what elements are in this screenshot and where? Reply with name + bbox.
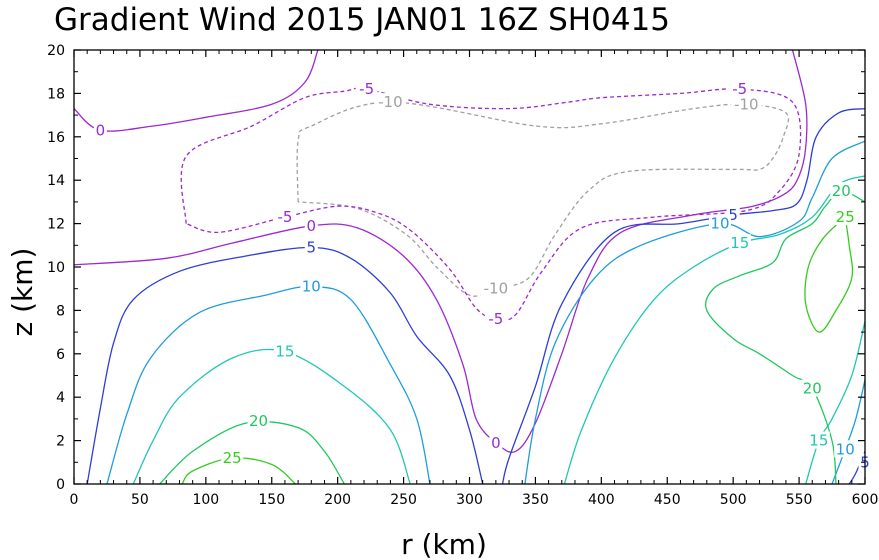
contour-label-bg [708, 214, 731, 232]
contour-label-5-1: 5 [728, 206, 738, 224]
y-tick-label: 16 [47, 130, 65, 146]
contour-line-15-0 [132, 348, 411, 485]
contour-label-15-0: 15 [275, 343, 294, 361]
y-tick-label: 14 [47, 173, 65, 189]
contour-label-neg5-0: -5 [359, 80, 374, 98]
contour-label-bg [355, 80, 378, 98]
contour-label-bg [304, 238, 318, 256]
contour-label-10-0: 10 [302, 278, 321, 296]
contour-label-neg10-1: -10 [734, 95, 759, 113]
contour-line-25-1 [804, 216, 854, 333]
contour-label-bg [480, 279, 512, 297]
contour-label-5-0: 5 [307, 238, 317, 256]
y-axis-title: z (km) [6, 248, 39, 337]
contour-line-15-1 [563, 175, 866, 485]
x-tick-label: 600 [852, 492, 879, 508]
contour-label-bg [300, 277, 323, 295]
contour-label-bg [273, 342, 296, 360]
y-tick-label: 6 [56, 347, 65, 363]
contour-label-neg5-2: -5 [277, 208, 292, 226]
x-tick-label: 400 [588, 492, 615, 508]
contour-label-neg10-0: -10 [378, 93, 403, 111]
contour-label-0-0: 0 [96, 121, 106, 139]
y-tick-label: 20 [47, 43, 65, 59]
y-tick-label: 18 [47, 86, 65, 102]
contour-label-neg5-3: -5 [488, 310, 503, 328]
contour-line-neg10-0 [296, 101, 790, 297]
contour-label-neg10-2: -10 [484, 280, 509, 298]
contour-label-neg5-1: -5 [732, 80, 747, 98]
contour-line-0-0 [73, 49, 319, 132]
y-tick-label: 10 [47, 260, 65, 276]
contour-label-bg [728, 234, 751, 252]
contour-label-bg [807, 431, 830, 449]
y-tick-label: 2 [56, 434, 65, 450]
contour-label-bg [374, 93, 406, 111]
contour-line-10-0 [106, 285, 431, 485]
contour-label-bg [489, 433, 503, 451]
x-tick-label: 50 [131, 492, 149, 508]
x-tick-label: 350 [522, 492, 549, 508]
x-tick-label: 100 [192, 492, 219, 508]
x-tick-label: 500 [720, 492, 747, 508]
contour-lines [73, 49, 866, 485]
contour-label-25-1: 25 [836, 208, 855, 226]
contour-label-bg [830, 182, 853, 200]
x-tick-label: 200 [324, 492, 351, 508]
contour-label-bg [221, 448, 244, 466]
contour-label-0-1: 0 [307, 217, 317, 235]
contour-labels: -10 -10-10-5 -5-5-500055510101015151520202… [93, 80, 872, 471]
contour-label-bg [834, 208, 857, 226]
contour-label-bg [728, 80, 751, 98]
contour-label-bg [247, 412, 270, 430]
x-tick-label: 0 [70, 492, 79, 508]
contour-label-bg [93, 121, 107, 139]
y-tick-label: 4 [56, 390, 65, 406]
x-tick-label: 150 [258, 492, 285, 508]
contour-label-bg [484, 310, 507, 328]
contour-label-10-2: 10 [836, 440, 855, 458]
contour-label-20-1: 20 [832, 182, 851, 200]
contour-line-15-2 [805, 321, 866, 485]
chart-title: Gradient Wind 2015 JAN01 16Z SH0415 [54, 2, 670, 38]
contour-label-10-1: 10 [710, 215, 729, 233]
contour-label-25-0: 25 [223, 449, 242, 467]
x-axis: 0 50 100 150 200 250 300 350 400 450 500 550 600 [70, 50, 879, 508]
y-tick-label: 12 [47, 217, 65, 233]
contour-label-20-2: 20 [803, 380, 822, 398]
y-tick-label: 0 [56, 477, 65, 493]
contour-label-20-0: 20 [249, 412, 268, 430]
contour-label-15-1: 15 [730, 234, 749, 252]
contour-label-bg [730, 95, 762, 113]
x-tick-label: 250 [390, 492, 417, 508]
contour-line-20-0 [159, 420, 345, 485]
x-tick-label: 550 [786, 492, 813, 508]
contour-label-0-2: 0 [491, 434, 501, 452]
contour-label-bg [273, 208, 296, 226]
contour-label-15-2: 15 [809, 432, 828, 450]
y-tick-label: 8 [56, 303, 65, 319]
contour-line-5-1 [501, 107, 866, 485]
x-tick-label: 300 [456, 492, 483, 508]
contour-label-bg [834, 440, 857, 458]
contour-label-bg [801, 379, 824, 397]
y-axis: 0 2 4 6 8 10 12 14 16 18 20 [47, 43, 865, 493]
contour-label-bg [304, 216, 318, 234]
x-tick-label: 450 [654, 492, 681, 508]
x-axis-title: r (km) [401, 528, 487, 560]
